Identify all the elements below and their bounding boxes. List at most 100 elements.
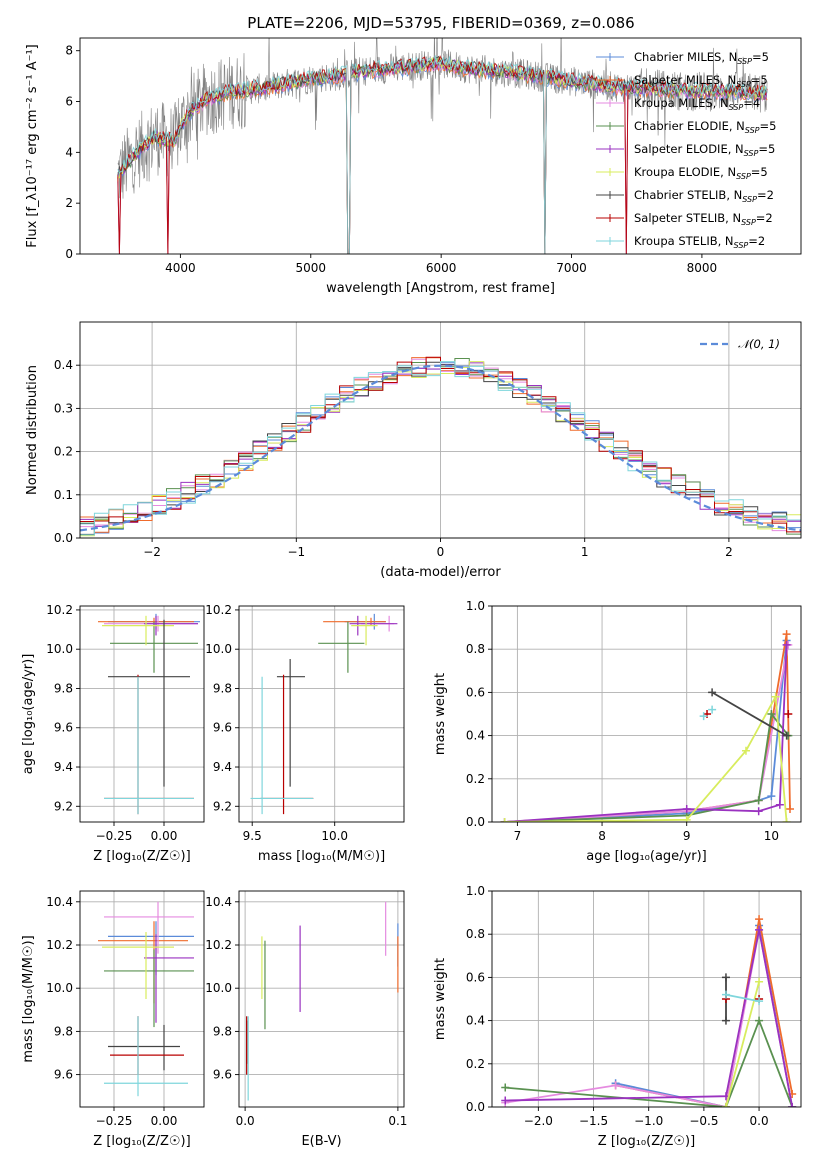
y-axis-label: Flux [f_λ10⁻¹⁷ erg cm⁻² s⁻¹ A⁻¹] <box>25 44 40 248</box>
x-tick-label: −2 <box>143 545 161 559</box>
legend-label: Kroupa MILES, NSSP=4 <box>634 96 760 112</box>
weight-series <box>500 692 791 822</box>
y-tick-label: 10.2 <box>205 603 232 617</box>
model-spectrum <box>117 55 768 254</box>
weight-series <box>500 630 794 822</box>
panel-age-vs-Z: −0.25 0.00 9.2 9.4 9.6 9.8 10.0 10.2 Z [log₁₀(Z/… <box>21 603 205 864</box>
axes-frame: 9.5 10.0 9.2 9.4 9.6 9.8 10.0 10.2 mass [log₁₀(M… <box>205 603 405 864</box>
weight-marker <box>782 630 791 639</box>
x-tick-label: 2 <box>725 545 733 559</box>
weight-marker <box>755 977 764 986</box>
y-axis-label: age [log₁₀(age/yr)] <box>21 654 36 775</box>
x-tick-label: 9.5 <box>243 829 262 843</box>
panel-mass-vs-Z: −0.25 0.00 9.6 9.8 10.0 10.2 10.4 Z [log₁₀(Z/Z☉… <box>21 890 205 1149</box>
weight-series <box>721 990 764 1006</box>
errorbar-point <box>351 615 378 646</box>
errorbar-point <box>110 1016 184 1075</box>
errorbar-point <box>110 621 198 673</box>
weight-series <box>500 636 791 822</box>
y-tick-label: 0.4 <box>466 729 485 743</box>
errorbar-point <box>323 617 386 626</box>
y-axis-label: mass weight <box>433 673 448 755</box>
errorbar-point <box>104 1016 188 1097</box>
y-tick-label: 0 <box>65 247 73 261</box>
errorbar-point <box>102 615 174 646</box>
y-tick-label: 0.4 <box>466 1014 485 1028</box>
grid-lines <box>492 605 801 823</box>
y-tick-label: 0.6 <box>466 970 485 984</box>
errorbar-point <box>98 921 188 1004</box>
y-tick-label: 0.1 <box>54 488 73 502</box>
weight-line <box>505 929 794 1107</box>
weight-marker <box>741 746 750 755</box>
panel-weight-vs-Z: −2.0 −1.5 −1.0 −0.5 0.0 0.0 0.2 0.4 0.6 0.8 1.0 Z [… <box>433 884 802 1149</box>
weight-series <box>699 705 717 721</box>
y-tick-label: 10.0 <box>205 642 232 656</box>
weight-marker <box>767 710 776 718</box>
y-tick-label: 0.3 <box>54 401 73 415</box>
weight-marker <box>767 792 776 801</box>
weight-line <box>505 1018 794 1107</box>
weight-series <box>501 925 797 1107</box>
y-tick-label: 10.2 <box>46 603 73 617</box>
y-tick-label: 9.4 <box>54 760 73 774</box>
errorbar-point <box>108 921 194 976</box>
axes-frame: 0.0 0.1 9.6 9.8 10.0 10.2 10.4 E(B-V) <box>205 890 407 1149</box>
axes-border <box>238 890 405 1108</box>
x-axis-label: wavelength [Angstrom, rest frame] <box>326 281 555 296</box>
panel-mass-vs-ebv: 0.0 0.1 9.6 9.8 10.0 10.2 10.4 E(B-V) <box>205 890 407 1149</box>
plot-area <box>500 630 794 822</box>
y-tick-label: 10.0 <box>46 981 73 995</box>
legend-label: Salpeter MILES, NSSP=5 <box>634 73 768 89</box>
weight-line <box>725 981 760 1107</box>
weight-line <box>504 633 791 822</box>
x-tick-label: 7 <box>514 829 522 843</box>
y-tick-label: 0.8 <box>466 927 485 941</box>
y-tick-label: 0.2 <box>54 445 73 459</box>
errorbar-point <box>104 676 194 815</box>
x-tick-label: −1.5 <box>579 1114 608 1128</box>
errorbar-point <box>102 932 174 999</box>
weight-marker <box>782 640 791 649</box>
axes-frame: −0.25 0.00 9.2 9.4 9.6 9.8 10.0 10.2 Z [log₁₀(Z/… <box>21 603 205 864</box>
weight-marker <box>501 1096 510 1105</box>
weight-marker <box>755 997 764 1006</box>
x-tick-label: −0.25 <box>96 829 133 843</box>
y-tick-label: 0.8 <box>466 642 485 656</box>
plot-area <box>98 613 200 815</box>
weight-line <box>504 644 790 822</box>
weight-marker <box>788 1103 797 1107</box>
grid-lines <box>80 606 204 822</box>
legend-label: Chabrier ELODIE, NSSP=5 <box>634 119 776 135</box>
axes-frame: 4000 5000 6000 7000 8000 0 2 4 6 8 wavelength [Ang… <box>25 37 802 296</box>
y-tick-label: 9.8 <box>54 1024 73 1038</box>
spectrum-legend: Chabrier MILES, NSSP=5 Salpeter MILES, NS… <box>596 50 776 250</box>
x-axis-label: mass [log₁₀(M/M☉)] <box>258 849 385 864</box>
errorbar-point <box>104 901 194 954</box>
x-tick-label: 10 <box>764 829 779 843</box>
x-tick-label: 0.1 <box>388 1114 407 1128</box>
legend-label: Kroupa ELODIE, NSSP=5 <box>634 165 768 181</box>
errorbar-point <box>260 674 314 815</box>
errorbar-point <box>104 674 194 815</box>
y-tick-label: 10.2 <box>205 938 232 952</box>
y-tick-label: 0.0 <box>466 815 485 829</box>
axes-border <box>79 605 205 823</box>
y-tick-label: 9.6 <box>54 721 73 735</box>
plot-area <box>98 901 194 1097</box>
axes-frame: −0.25 0.00 9.6 9.8 10.0 10.2 10.4 Z [log₁₀(Z/Z☉… <box>21 890 205 1149</box>
axes-border <box>491 890 802 1108</box>
errorbar-point <box>318 621 365 673</box>
figure-title: PLATE=2206, MJD=53795, FIBERID=0369, z=0… <box>247 14 634 32</box>
x-tick-label: −0.5 <box>689 1114 718 1128</box>
y-tick-label: 9.2 <box>54 799 73 813</box>
legend-label: Chabrier MILES, NSSP=5 <box>634 50 769 66</box>
weight-marker <box>771 692 780 701</box>
errorbar-point <box>108 1024 180 1071</box>
residual-histogram <box>80 361 801 536</box>
x-axis-label: Z [log₁₀(Z/Z☉)] <box>93 849 190 864</box>
legend-label: Salpeter STELIB, NSSP=2 <box>634 211 773 227</box>
y-tick-label: 0.2 <box>466 1057 485 1071</box>
residual-legend: 𝒩(0, 1) <box>700 337 780 351</box>
x-tick-label: −1 <box>287 545 305 559</box>
